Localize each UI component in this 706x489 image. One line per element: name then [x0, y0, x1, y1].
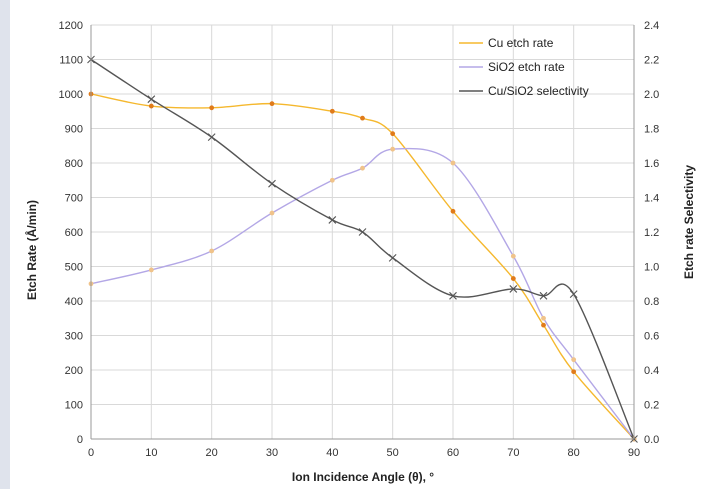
y2-tick-label-0.2: 0.2	[644, 400, 659, 412]
x-tick-label-80: 80	[568, 447, 580, 459]
y-tick-label-200: 200	[65, 365, 83, 377]
y2-tick-label-1.2: 1.2	[644, 227, 659, 239]
y-tick-label-800: 800	[65, 158, 83, 170]
y2-axis-title: Etch rate Selectivity	[682, 165, 696, 279]
y2-tick-label-1.6: 1.6	[644, 158, 659, 170]
x-tick-label-90: 90	[628, 447, 640, 459]
y-axis-title: Etch Rate (Å/min)	[24, 200, 39, 300]
data-point-cu-etch-rate-20	[209, 105, 214, 110]
y-tick-label-100: 100	[65, 400, 83, 412]
data-point-cu-etch-rate-50	[390, 131, 395, 136]
x-tick-label-30: 30	[266, 447, 278, 459]
data-point-sio2-etch-rate-60	[451, 161, 456, 166]
y2-tick-label-2.4: 2.4	[644, 20, 659, 32]
y-tick-label-400: 400	[65, 296, 83, 308]
data-point-sio2-etch-rate-30	[270, 211, 275, 216]
x-tick-label-0: 0	[88, 447, 94, 459]
y2-tick-label-1.8: 1.8	[644, 124, 659, 136]
data-point-cu-etch-rate-80	[571, 369, 576, 374]
data-point-cu-etch-rate-40	[330, 109, 335, 114]
data-point-cu-etch-rate-45	[360, 116, 365, 121]
x-tick-label-50: 50	[387, 447, 399, 459]
x-tick-label-40: 40	[326, 447, 338, 459]
data-point-sio2-etch-rate-20	[209, 249, 214, 254]
y-tick-label-300: 300	[65, 331, 83, 343]
x-tick-label-10: 10	[145, 447, 157, 459]
y2-tick-label-1.0: 1.0	[644, 262, 659, 274]
series-line-sio2-etch-rate	[91, 148, 634, 439]
data-point-cu-etch-rate-75	[541, 323, 546, 328]
data-point-sio2-etch-rate-40	[330, 178, 335, 183]
data-point-sio2-etch-rate-45	[360, 166, 365, 171]
data-point-cu-etch-rate-70	[511, 276, 516, 281]
y-tick-label-900: 900	[65, 124, 83, 136]
data-markers	[88, 56, 638, 443]
data-point-cu-etch-rate-30	[270, 101, 275, 106]
x-tick-label-60: 60	[447, 447, 459, 459]
data-point-sio2-etch-rate-50	[390, 147, 395, 152]
y2-tick-label-2.2: 2.2	[644, 55, 659, 67]
y2-tick-label-2.0: 2.0	[644, 89, 659, 101]
data-point-sio2-etch-rate-75	[541, 316, 546, 321]
x-tick-label-70: 70	[507, 447, 519, 459]
y-tick-label-1000: 1000	[59, 89, 83, 101]
y-tick-label-1100: 1100	[59, 55, 83, 67]
y-tick-label-600: 600	[65, 227, 83, 239]
legend-label-sio2-etch-rate: SiO2 etch rate	[488, 60, 565, 74]
legend-label-cu-etch-rate: Cu etch rate	[488, 36, 554, 50]
data-point-sio2-etch-rate-70	[511, 254, 516, 259]
y2-tick-label-0.8: 0.8	[644, 296, 659, 308]
data-point-cu-etch-rate-60	[451, 209, 456, 214]
y2-tick-label-1.4: 1.4	[644, 193, 659, 205]
y2-tick-label-0.6: 0.6	[644, 331, 659, 343]
x-axis-title: Ion Incidence Angle (θ), °	[292, 470, 434, 484]
data-point-cu-etch-rate-10	[149, 104, 154, 109]
x-tick-label-20: 20	[206, 447, 218, 459]
y2-tick-label-0.4: 0.4	[644, 365, 659, 377]
data-point-sio2-etch-rate-10	[149, 268, 154, 273]
data-point-sio2-etch-rate-80	[571, 357, 576, 362]
legend: Cu etch rate SiO2 etch rate Cu/SiO2 select…	[459, 36, 589, 98]
y-tick-label-1200: 1200	[59, 20, 83, 32]
y-tick-label-0: 0	[77, 434, 83, 446]
y-tick-label-700: 700	[65, 193, 83, 205]
legend-label-cu-sio2-selectivity: Cu/SiO2 selectivity	[488, 84, 589, 98]
y2-tick-label-0.0: 0.0	[644, 434, 659, 446]
y-tick-label-500: 500	[65, 262, 83, 274]
